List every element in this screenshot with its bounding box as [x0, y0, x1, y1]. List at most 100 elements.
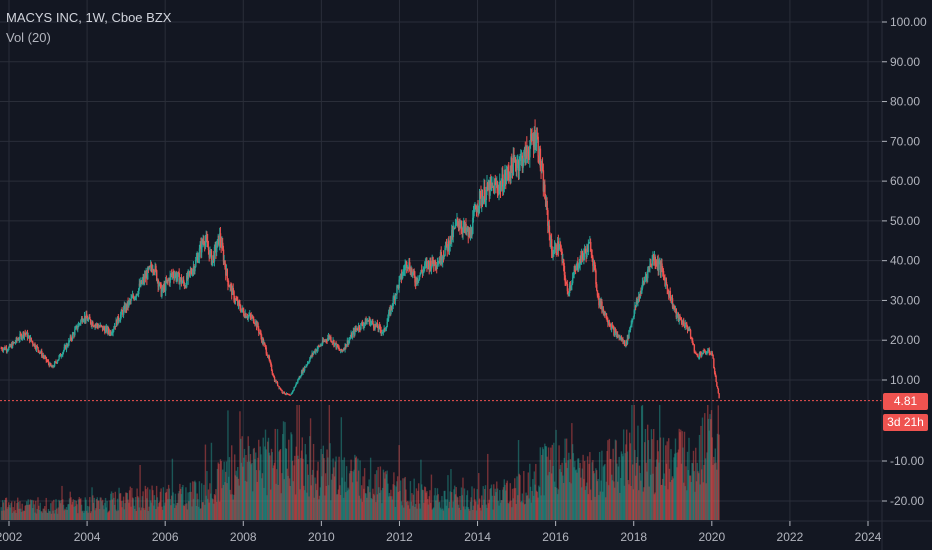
volume-bar [167, 484, 170, 520]
price-candle-body [716, 382, 718, 387]
volume-bar [64, 508, 66, 520]
price-candle-body [42, 355, 45, 357]
volume-bar [134, 508, 136, 520]
volume-bar [307, 474, 309, 520]
price-candle-body [484, 200, 487, 203]
price-tick-label: 90.00 [890, 55, 920, 69]
price-candle-body [674, 307, 676, 310]
price-candle-body [503, 179, 506, 190]
price-candle-body [350, 333, 352, 338]
volume-bar [194, 482, 197, 520]
volume-bar [396, 476, 399, 520]
price-candle-body [62, 352, 64, 356]
volume-bar [274, 428, 276, 520]
price-candle-body [383, 328, 385, 330]
volume-bar [549, 459, 551, 520]
price-candle-body [43, 356, 45, 358]
volume-bar [164, 502, 166, 520]
price-candle-body [299, 376, 301, 378]
volume-bar [478, 498, 481, 520]
volume-bar [165, 491, 168, 520]
price-candle-body [106, 326, 108, 333]
volume-bar [267, 441, 269, 520]
price-candle-body [400, 273, 402, 277]
volume-bar [326, 449, 328, 520]
volume-bar [598, 495, 600, 520]
price-candle-body [322, 339, 325, 342]
price-candle-body [421, 271, 424, 274]
price-axis[interactable]: 100.0090.0080.0070.0060.0050.0040.0030.0… [882, 15, 927, 508]
price-candle-body [477, 208, 479, 210]
price-candle-body [101, 325, 104, 330]
volume-bar [111, 499, 114, 520]
volume-bar [375, 470, 378, 520]
price-candle-body [490, 180, 492, 185]
volume-bar [490, 488, 492, 520]
time-axis[interactable]: 2002200420062008201020122014201620182020… [0, 521, 882, 544]
volume-bar [560, 472, 563, 520]
price-candle-body [179, 279, 181, 285]
volume-bar [626, 451, 629, 520]
volume-bar [161, 509, 164, 520]
volume-bar [57, 507, 59, 520]
volume-bar [278, 451, 280, 520]
price-candle-body [69, 336, 72, 341]
volume-bar [256, 481, 258, 520]
volume-bar [559, 469, 561, 520]
volume-bar [550, 447, 552, 520]
volume-bar [517, 495, 519, 520]
volume-bar [160, 488, 162, 520]
price-candle-body [255, 321, 257, 324]
price-candle-body [514, 159, 517, 166]
price-candle-body [292, 390, 295, 392]
price-candle-body [88, 316, 90, 319]
time-tick-label: 2018 [620, 530, 647, 544]
price-candle-body [200, 244, 202, 253]
volume-bar [301, 437, 303, 520]
volume-bar [679, 432, 681, 520]
volume-bar [316, 470, 319, 520]
price-candle-body [534, 130, 536, 147]
volume-bar [212, 503, 215, 520]
price-candle-body [716, 386, 719, 389]
volume-bar [275, 483, 277, 520]
volume-indicator-label[interactable]: Vol (20) [6, 30, 51, 45]
price-candle-body [402, 270, 404, 276]
price-candle-body [709, 353, 711, 355]
price-candle-body [518, 165, 521, 171]
volume-bar [623, 485, 626, 520]
price-candle-body [360, 323, 362, 330]
volume-bar [529, 486, 532, 520]
volume-bar [72, 499, 74, 520]
price-candle-body [50, 363, 52, 366]
price-candle-body [368, 318, 370, 321]
price-candle-body [271, 370, 274, 374]
price-candle-body [715, 375, 717, 383]
price-candle-body [558, 247, 560, 251]
price-candle-body [258, 332, 261, 334]
price-candle-body [20, 334, 23, 339]
price-candle-body [599, 299, 602, 306]
price-candle-body [101, 325, 103, 327]
volume-bar [298, 405, 300, 520]
price-candle-body [29, 335, 31, 342]
price-candle-body [625, 341, 627, 347]
price-candle-body [424, 263, 427, 265]
price-candle-body [414, 275, 416, 283]
price-candle-body [128, 300, 131, 302]
price-candle-body [70, 336, 72, 340]
volume-bar [257, 457, 259, 520]
volume-bar [496, 481, 498, 520]
volume-bar [119, 493, 122, 520]
price-candle-body [650, 265, 653, 267]
volume-bar [176, 502, 179, 520]
volume-bar [707, 418, 710, 520]
price-candle-body [38, 350, 40, 353]
volume-bar [615, 440, 617, 520]
volume-bar [268, 452, 270, 520]
volume-bar [173, 507, 176, 520]
volume-bar [450, 469, 452, 520]
price-candle-body [100, 324, 102, 326]
volume-bar [595, 468, 597, 520]
